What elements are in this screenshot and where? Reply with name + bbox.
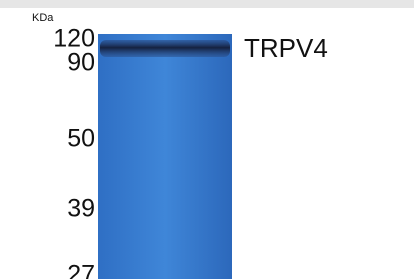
band [100,40,230,57]
marker-label: 27 [67,261,95,279]
marker-label: 50 [67,125,95,153]
marker-label: 90 [67,49,95,77]
unit-label: KDa [32,12,54,24]
band-label: TRPV4 [244,33,328,63]
marker-label: 39 [67,195,95,223]
lane [98,34,232,279]
blot-image: KDa 120 90 50 39 27 TRPV4 [0,0,414,279]
top-strip [0,0,414,8]
